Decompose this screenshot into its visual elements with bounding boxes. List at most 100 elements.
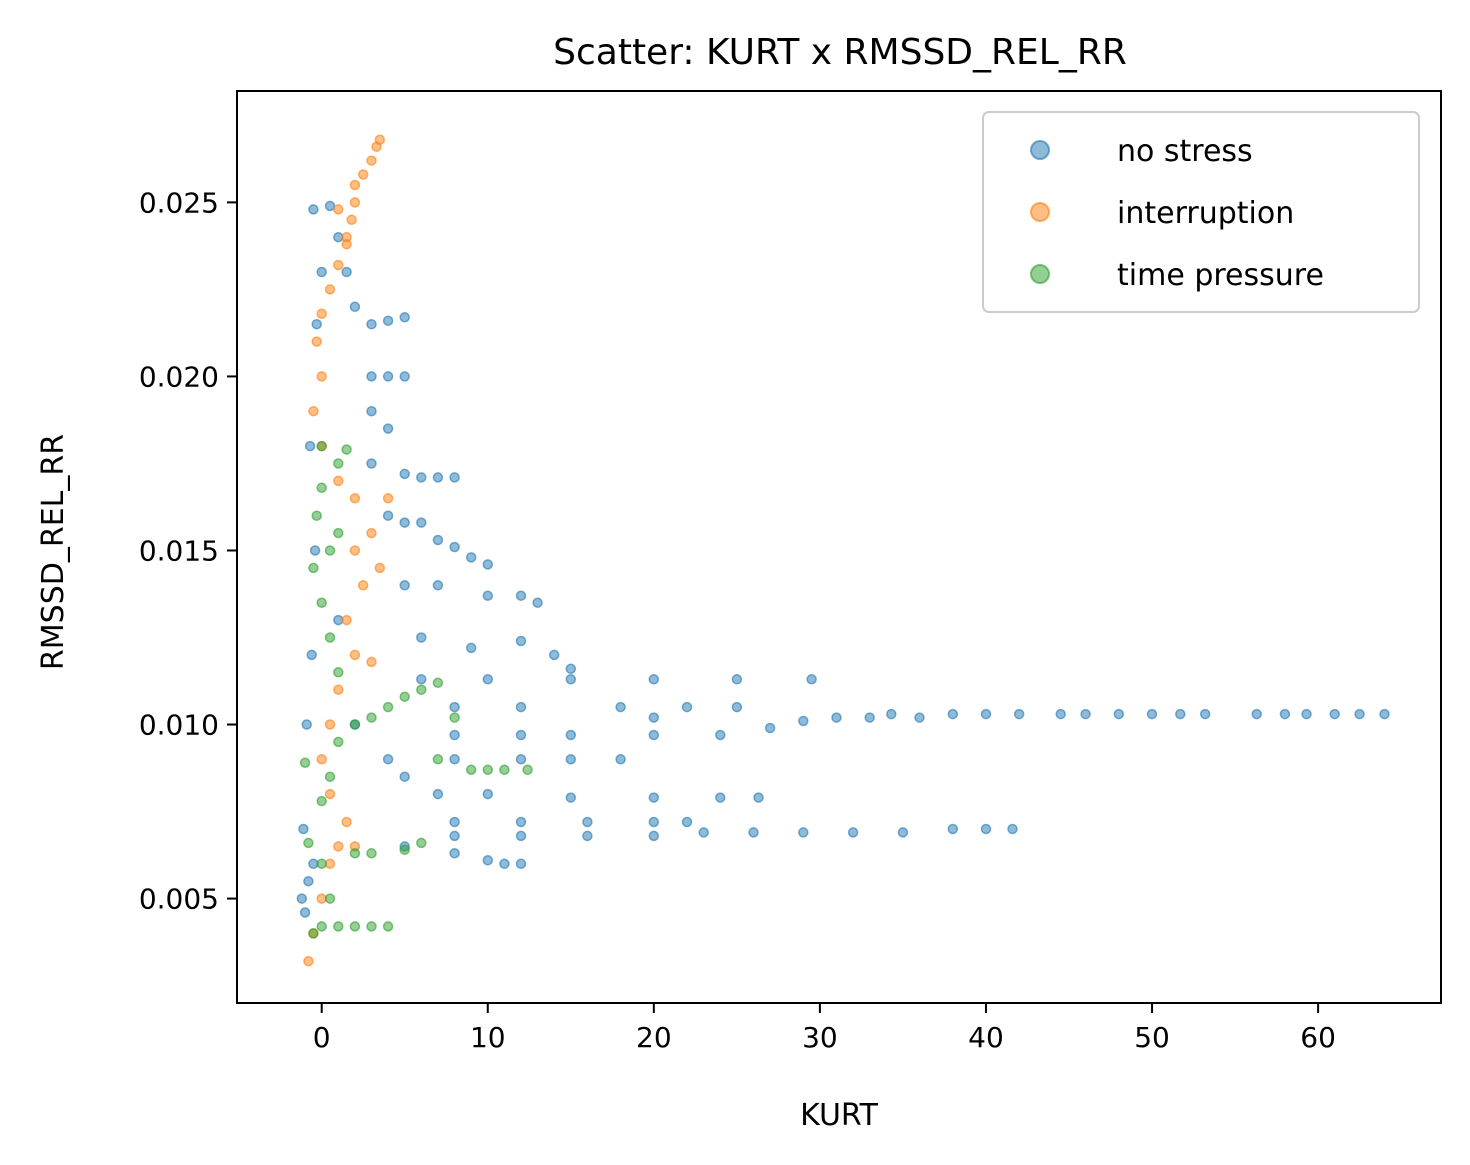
data-point: [465, 642, 477, 654]
data-point: [1301, 708, 1312, 720]
data-point: [831, 712, 842, 723]
data-point: [304, 440, 316, 452]
data-point: [333, 204, 344, 215]
data-point: [1113, 708, 1125, 720]
data-point: [465, 764, 477, 776]
data-point: [1013, 708, 1025, 720]
legend-marker: [1030, 202, 1050, 222]
data-point: [798, 827, 809, 838]
data-point: [349, 545, 361, 556]
data-point: [914, 712, 925, 723]
y-tick-label: 0.025: [139, 186, 219, 219]
legend: no stress interruption time pressure: [982, 111, 1420, 313]
data-point: [565, 674, 577, 685]
data-point: [1055, 708, 1066, 720]
data-point: [449, 848, 460, 859]
data-point: [333, 527, 344, 539]
data-point: [301, 719, 312, 730]
data-point: [349, 179, 361, 191]
data-point: [341, 444, 352, 455]
data-point: [333, 475, 344, 487]
data-point: [522, 764, 533, 776]
data-point: [308, 928, 319, 939]
data-point: [648, 830, 660, 842]
plot-points: [296, 134, 1390, 967]
data-point: [515, 858, 527, 870]
data-point: [648, 816, 660, 828]
data-point: [316, 795, 327, 807]
legend-label: interruption: [1117, 196, 1294, 231]
data-point: [515, 635, 527, 647]
data-point: [366, 405, 377, 417]
data-point: [416, 632, 427, 643]
data-point: [299, 907, 311, 918]
data-point: [366, 656, 377, 668]
data-point: [615, 754, 626, 765]
data-point: [499, 858, 510, 870]
y-axis: 0.005 0.010 0.015 0.020 0.025: [139, 186, 237, 916]
data-point: [465, 552, 477, 563]
data-point: [303, 837, 314, 849]
legend-frame: [982, 111, 1420, 313]
data-point: [565, 663, 577, 675]
data-point: [1354, 708, 1365, 720]
data-point: [316, 371, 327, 382]
data-point: [366, 848, 377, 859]
data-point: [324, 545, 336, 556]
y-axis-label: RMSSD_REL_RR: [36, 434, 71, 670]
data-point: [324, 788, 336, 800]
data-point: [515, 830, 527, 842]
x-tick-label: 60: [1300, 1021, 1336, 1054]
data-point: [399, 691, 410, 702]
data-point: [308, 204, 319, 215]
data-point: [324, 771, 336, 782]
data-point: [349, 493, 361, 504]
data-point: [449, 816, 460, 828]
data-point: [947, 823, 959, 835]
y-tick-label: 0.015: [139, 534, 219, 567]
data-point: [416, 517, 427, 528]
x-axis-label: KURT: [800, 1098, 878, 1133]
data-point: [1175, 708, 1186, 720]
data-point: [947, 708, 959, 720]
data-point: [432, 472, 444, 483]
data-point: [648, 674, 660, 685]
data-point: [582, 830, 593, 842]
data-point: [748, 827, 759, 838]
data-point: [615, 701, 626, 713]
plot-frame: [236, 90, 1442, 1004]
data-point: [324, 632, 336, 643]
data-point: [886, 708, 897, 720]
data-point: [416, 684, 427, 695]
data-point: [1279, 708, 1291, 720]
data-point: [316, 597, 327, 608]
data-point: [449, 472, 460, 483]
data-point: [565, 729, 577, 741]
data-point: [333, 684, 344, 695]
data-point: [1080, 708, 1091, 720]
data-point: [366, 921, 377, 932]
data-point: [316, 482, 327, 494]
legend-marker: [1030, 140, 1050, 160]
data-point: [565, 792, 577, 803]
data-point: [382, 701, 394, 713]
data-point: [366, 458, 377, 469]
data-point: [482, 764, 494, 776]
chart-title: Scatter: KURT x RMSSD_REL_RR: [553, 32, 1127, 73]
data-point: [482, 590, 494, 601]
data-point: [333, 841, 344, 852]
data-point: [449, 712, 460, 723]
data-point: [1007, 823, 1018, 835]
data-point: [366, 155, 377, 166]
data-point: [416, 472, 427, 483]
data-point: [432, 534, 444, 546]
data-point: [333, 736, 344, 748]
data-point: [366, 712, 377, 723]
y-tick-label: 0.020: [139, 360, 219, 393]
data-point: [515, 729, 527, 741]
data-point: [864, 712, 875, 723]
data-point: [341, 238, 352, 250]
data-point: [382, 754, 394, 765]
data-point: [296, 893, 308, 904]
data-point: [333, 921, 344, 932]
